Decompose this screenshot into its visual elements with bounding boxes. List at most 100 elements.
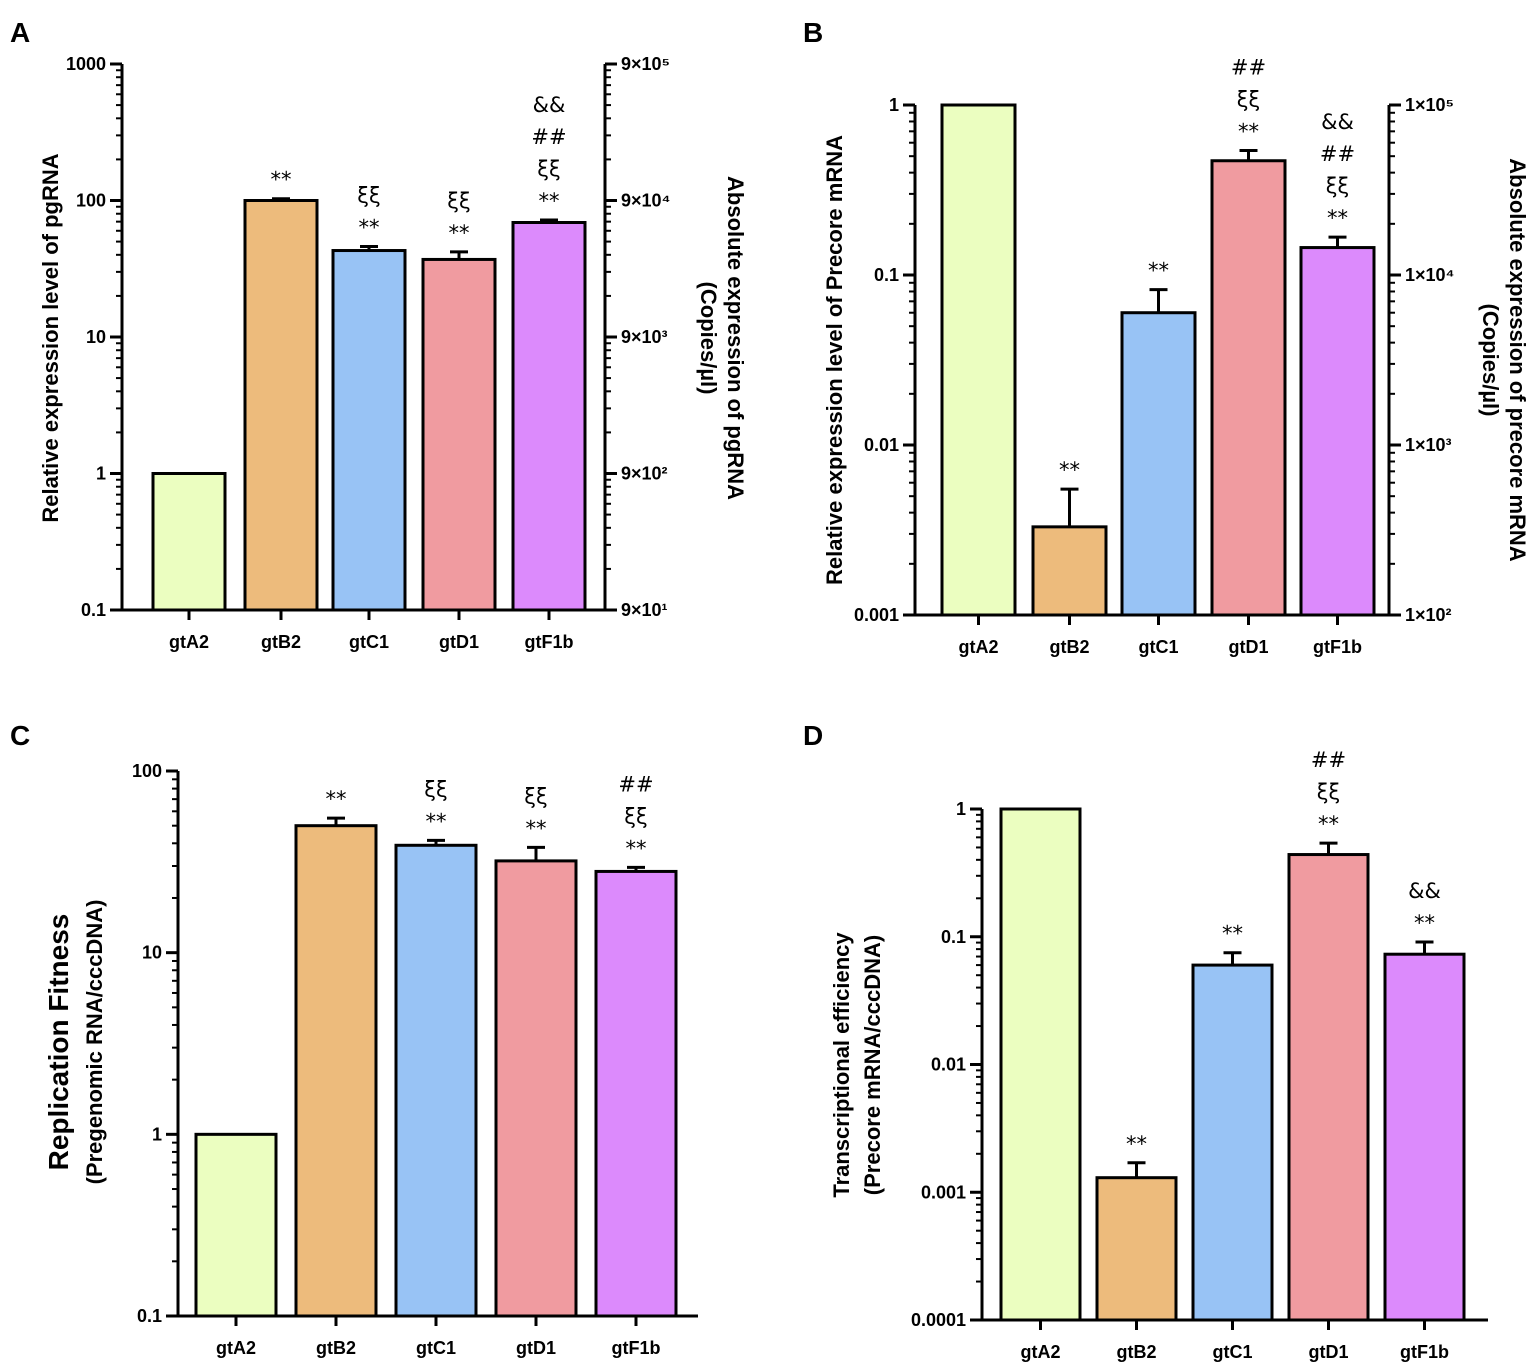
significance-marker: ξξ xyxy=(524,784,547,808)
y-tick-label: 0.01 xyxy=(864,435,899,455)
panel-label: D xyxy=(803,720,823,751)
bar-gtf1b xyxy=(1299,246,1376,617)
y-tick-label: 1 xyxy=(889,95,899,115)
y-tick-label: 10 xyxy=(86,327,106,347)
y-axis-title: Relative expression level of pgRNA xyxy=(38,153,63,522)
y-tick-label: 0.01 xyxy=(931,1055,966,1075)
panel-label: A xyxy=(10,17,30,48)
secondary-tick-label: 1×10³ xyxy=(1405,435,1452,455)
secondary-tick-label: 1×10² xyxy=(1405,605,1452,625)
y-tick-label: 0.1 xyxy=(874,265,899,285)
y-axis-subtitle: (Pregenomic RNA/cccDNA) xyxy=(82,900,107,1185)
x-tick-label: gtD1 xyxy=(1309,1342,1349,1362)
significance-marker: ** xyxy=(1238,119,1259,143)
secondary-axis-unit: (Copies/µl) xyxy=(1478,304,1503,417)
secondary-axis-title: Absolute expression of precore mRNA xyxy=(1505,158,1530,562)
significance-marker: ** xyxy=(449,221,470,245)
bar-gtd1 xyxy=(494,859,578,1318)
x-tick-label: gtD1 xyxy=(1229,637,1269,657)
bar-gtc1 xyxy=(331,249,407,612)
bar-gtf1b xyxy=(1383,952,1466,1322)
y-tick-label: 0.001 xyxy=(921,1182,966,1202)
x-tick-label: gtB2 xyxy=(1117,1342,1157,1362)
significance-marker: ** xyxy=(1414,911,1435,935)
significance-marker: ξξ xyxy=(1317,780,1340,804)
significance-marker: ξξ xyxy=(537,157,560,181)
x-tick-label: gtB2 xyxy=(261,632,301,652)
y-tick-label: 10 xyxy=(142,943,162,963)
secondary-axis-title: Absolute expression of pgRNA xyxy=(723,176,748,500)
significance-marker: ** xyxy=(526,816,547,840)
y-tick-label: 1 xyxy=(956,799,966,819)
y-tick-label: 0.1 xyxy=(137,1306,162,1326)
significance-marker: ** xyxy=(271,168,292,192)
bar-gtf1b xyxy=(594,869,678,1318)
significance-marker: ξξ xyxy=(424,777,447,801)
significance-marker: ξξ xyxy=(624,804,647,828)
x-tick-label: gtC1 xyxy=(416,1338,456,1358)
y-axis-title: Transcriptional efficiency xyxy=(829,932,854,1198)
x-tick-label: gtF1b xyxy=(525,632,574,652)
secondary-tick-label: 1×10⁵ xyxy=(1405,95,1454,115)
bar-gta2 xyxy=(940,103,1017,617)
panel-c: C Replication Fitness (Pregenomic RNA/cc… xyxy=(10,720,698,1358)
y-tick-label: 1000 xyxy=(66,54,106,74)
bar-gtd1 xyxy=(421,257,497,612)
bar-gtb2 xyxy=(294,824,378,1318)
significance-marker: && xyxy=(1321,110,1354,134)
bar-gtc1 xyxy=(394,843,478,1318)
y-tick-label: 0.1 xyxy=(81,600,106,620)
x-tick-label: gtF1b xyxy=(1400,1342,1449,1362)
significance-marker: && xyxy=(1408,879,1441,903)
significance-marker: ## xyxy=(1320,142,1355,166)
significance-marker: ** xyxy=(1059,458,1080,482)
secondary-tick-label: 9×10³ xyxy=(621,327,668,347)
significance-marker: ** xyxy=(426,809,447,833)
x-tick-label: gtA2 xyxy=(1021,1342,1061,1362)
bar-gtf1b xyxy=(511,220,587,612)
significance-marker: ** xyxy=(539,189,560,213)
x-tick-label: gtC1 xyxy=(1139,637,1179,657)
y-tick-label: 1 xyxy=(96,464,106,484)
y-tick-label: 100 xyxy=(76,191,106,211)
secondary-tick-label: 1×10⁴ xyxy=(1405,265,1454,285)
panel-b: B Relative expression level of Precore m… xyxy=(803,17,1530,657)
bar-gtd1 xyxy=(1287,853,1370,1322)
x-tick-label: gtA2 xyxy=(169,632,209,652)
significance-marker: ** xyxy=(626,836,647,860)
x-tick-label: gtF1b xyxy=(612,1338,661,1358)
y-tick-label: 0.001 xyxy=(854,605,899,625)
bar-gtb2 xyxy=(1031,525,1108,617)
panel-a: A Relative expression level of pgRNA Abs… xyxy=(10,17,748,652)
secondary-tick-label: 9×10⁵ xyxy=(621,54,670,74)
significance-marker: ** xyxy=(1318,812,1339,836)
x-tick-label: gtA2 xyxy=(959,637,999,657)
y-tick-label: 0.1 xyxy=(941,927,966,947)
significance-marker: && xyxy=(533,93,566,117)
x-tick-label: gtA2 xyxy=(216,1338,256,1358)
bar-gtc1 xyxy=(1120,311,1197,617)
bar-gta2 xyxy=(151,472,227,612)
bar-gta2 xyxy=(194,1132,278,1318)
significance-marker: ** xyxy=(1126,1132,1147,1156)
panel-label: B xyxy=(803,17,823,48)
y-axis-title: Replication Fitness xyxy=(43,914,74,1171)
bar-gtd1 xyxy=(1210,159,1287,617)
x-tick-label: gtB2 xyxy=(1050,637,1090,657)
bar-gtc1 xyxy=(1191,963,1274,1322)
panel-d: D Transcriptional efficiency (Precore mR… xyxy=(803,720,1488,1362)
x-tick-label: gtD1 xyxy=(516,1338,556,1358)
significance-marker: ** xyxy=(326,787,347,811)
significance-marker: ξξ xyxy=(447,189,470,213)
panel-label: C xyxy=(10,720,30,751)
bar-gta2 xyxy=(999,807,1082,1322)
x-tick-label: gtC1 xyxy=(349,632,389,652)
x-tick-label: gtF1b xyxy=(1313,637,1362,657)
y-tick-label: 100 xyxy=(132,761,162,781)
y-tick-label: 0.0001 xyxy=(911,1310,966,1330)
significance-marker: ** xyxy=(1148,259,1169,283)
x-tick-label: gtD1 xyxy=(439,632,479,652)
significance-marker: ξξ xyxy=(357,184,380,208)
significance-marker: ** xyxy=(1327,206,1348,230)
